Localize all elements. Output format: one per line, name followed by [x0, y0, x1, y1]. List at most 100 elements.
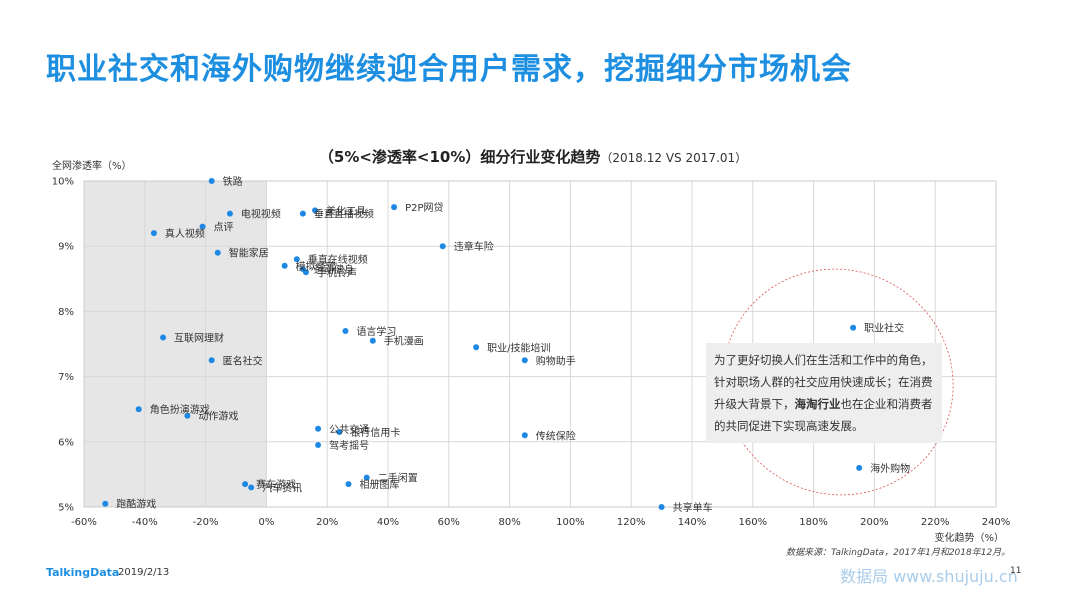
data-point: [363, 474, 370, 481]
y-axis-label: 全网渗透率（%）: [52, 159, 132, 172]
x-tick-label: -40%: [132, 517, 158, 528]
point-label: P2P网贷: [405, 201, 443, 214]
data-point: [342, 327, 349, 334]
chart-subtitle: （2018.12 VS 2017.01）: [600, 151, 748, 165]
data-point: [293, 256, 300, 263]
data-point: [302, 269, 309, 276]
point-label: 传统保险: [536, 429, 576, 442]
data-point: [160, 334, 167, 341]
y-tick-label: 6%: [58, 437, 74, 448]
data-point: [315, 425, 322, 432]
report-date: 2019/2/13: [118, 567, 170, 578]
point-label: 运动健身: [314, 263, 354, 276]
x-tick-label: 220%: [921, 517, 950, 528]
tick-labels: -60% -40% -20% 0% 20% 40% 60% 80% 100% 120% 140% 16…: [52, 177, 1011, 529]
point-label: 动作游戏: [198, 410, 238, 423]
point-label: 真人视频: [165, 227, 205, 240]
data-point: [299, 210, 306, 217]
point-label: 角色扮演游戏: [150, 403, 210, 416]
data-point: [312, 207, 319, 214]
chart-title-main: （5%<渗透率<10%）细分行业变化趋势: [318, 148, 601, 166]
negative-x-shade: [84, 181, 267, 507]
data-point: [336, 429, 343, 436]
point-label: 相册图库: [359, 478, 399, 491]
data-point: [184, 412, 191, 419]
point-label: 银行信用卡: [350, 426, 400, 439]
y-tick-label: 9%: [58, 242, 74, 253]
data-point: [135, 406, 142, 413]
data-point: [199, 223, 206, 230]
y-tick-label: 7%: [58, 372, 74, 383]
data-point: [439, 243, 446, 250]
annotation-box: 为了更好切换人们在生活和工作中的角色，针对职场人群的社交应用快速成长；在消费升级…: [706, 343, 942, 443]
point-label: 电视视频: [241, 208, 281, 221]
point-label: 匿名社交: [223, 354, 263, 367]
data-source: 数据来源：TalkingData，2017年1月和2018年12月。: [786, 548, 1011, 558]
data-point: [473, 344, 480, 351]
x-tick-label: -60%: [71, 517, 97, 528]
data-point: [369, 337, 376, 344]
x-tick-label: 200%: [860, 517, 889, 528]
point-label: 购物助手: [536, 354, 576, 367]
data-point: [345, 481, 352, 488]
point-label: 海外购物: [870, 462, 910, 475]
x-tick-label: 0%: [258, 517, 274, 528]
data-point: [214, 249, 221, 256]
point-label: 模拟经营: [296, 260, 336, 273]
data-point: [658, 504, 665, 510]
point-label: 手机漫画: [384, 335, 424, 348]
point-label: 职业/技能培训: [487, 341, 550, 354]
data-points: [102, 178, 863, 510]
negative-region: [84, 181, 267, 507]
point-label: 赛车游戏: [256, 478, 296, 491]
data-point: [242, 481, 249, 488]
data-point: [315, 442, 322, 449]
y-tick-label: 8%: [58, 307, 74, 318]
page-number: 11: [1010, 566, 1022, 576]
watermark: 数据局 www.shujuju.cn: [840, 567, 1018, 586]
data-point: [248, 484, 255, 491]
point-label: 点评: [214, 222, 234, 234]
point-label: 职业社交: [864, 322, 904, 335]
point-label: 二手闲置: [378, 472, 418, 485]
x-tick-label: 180%: [799, 517, 828, 528]
x-tick-label: -20%: [193, 517, 219, 528]
x-tick-label: 40%: [377, 517, 399, 528]
point-label: 铁路: [223, 175, 243, 188]
data-point: [226, 210, 233, 217]
point-label: 汽车资讯: [262, 481, 302, 494]
point-label: 跑酷游戏: [116, 498, 156, 511]
x-tick-label: 140%: [678, 517, 707, 528]
annotation-text-post: 也在企业和消费者的共同促进下实现高速发展。: [714, 397, 933, 433]
plot-border: [83, 180, 997, 508]
x-tick-label: 80%: [498, 517, 520, 528]
page-title: 职业社交和海外购物继续迎合用户需求，挖掘细分市场机会: [46, 52, 852, 87]
data-point: [102, 500, 109, 507]
data-point: [208, 357, 215, 364]
point-label: 互联网理财: [174, 331, 224, 344]
x-tick-label: 20%: [316, 517, 338, 528]
annotation-text-pre: 为了更好切换人们在生活和工作中的角色，针对职场人群的社交应用快速成长；在消费升级…: [714, 353, 933, 411]
chart-title: （5%<渗透率<10%）细分行业变化趋势（2018.12 VS 2017.01）: [0, 146, 1066, 167]
data-point: [391, 204, 398, 211]
point-label: 违章车险: [454, 240, 494, 253]
point-label: 共享单车: [673, 501, 713, 514]
x-axis-label: 变化趋势（%）: [934, 531, 1004, 544]
data-point: [208, 178, 215, 184]
data-point: [150, 230, 157, 237]
data-point: [850, 324, 857, 331]
data-point: [281, 262, 288, 269]
data-point: [856, 464, 863, 471]
point-label: 智能家居: [229, 247, 269, 260]
x-tick-label: 100%: [556, 517, 585, 528]
point-label: 垂直直播视频: [314, 208, 374, 221]
x-tick-label: 160%: [739, 517, 768, 528]
x-tick-label: 120%: [617, 517, 646, 528]
point-label: 垂直在线视频: [308, 253, 368, 266]
point-label: 公共交通: [329, 423, 369, 436]
talkingdata-logo: TalkingData: [46, 566, 120, 579]
y-tick-label: 10%: [52, 177, 74, 188]
point-label: 驾考摇号: [329, 439, 369, 452]
annotation-text-bold: 海淘行业: [794, 397, 841, 411]
